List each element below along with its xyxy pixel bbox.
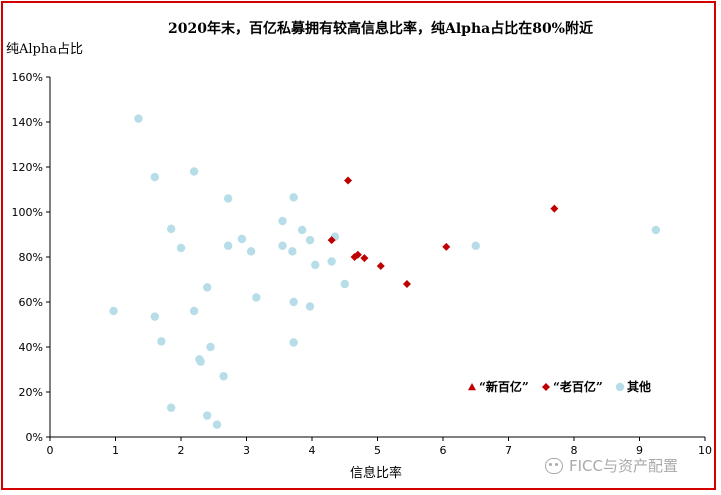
watermark: FICC与资产配置: [545, 455, 678, 476]
data-point: [289, 297, 298, 307]
legend-marker: [615, 382, 625, 392]
y-tick-label: 60%: [19, 296, 43, 309]
data-point: [344, 176, 353, 185]
data-point: [278, 241, 287, 250]
data-point: [176, 243, 186, 253]
data-point: [353, 250, 362, 259]
data-point: [223, 194, 233, 203]
chart-title: 2020年末，百亿私募拥有较高信息比率，纯Alpha占比在80%附近: [168, 21, 593, 37]
data-point: [305, 302, 315, 311]
y-tick-label: 0%: [26, 431, 43, 444]
data-point: [402, 280, 411, 288]
data-point: [327, 257, 336, 266]
data-point: [166, 224, 176, 234]
data-point: [219, 372, 228, 381]
x-tick-label: 7: [505, 444, 512, 457]
data-point: [376, 262, 385, 270]
legend-label: “新百亿”: [479, 379, 529, 394]
x-tick-label: 3: [243, 444, 250, 457]
data-point: [166, 403, 176, 412]
data-point: [471, 241, 480, 250]
x-tick-label: 1: [112, 444, 119, 457]
data-point: [223, 241, 233, 250]
data-point: [288, 247, 297, 256]
chart-frame: [1, 1, 716, 490]
data-point: [289, 338, 298, 347]
data-point: [311, 260, 320, 270]
data-point: [252, 293, 261, 302]
y-tick-label: 20%: [19, 386, 43, 399]
data-point: [289, 193, 298, 202]
wechat-icon: [545, 457, 563, 474]
x-axis-label: 信息比率: [350, 466, 403, 481]
data-point: [651, 225, 661, 235]
x-tick-label: 10: [698, 444, 712, 457]
y-tick-label: 120%: [12, 161, 43, 174]
data-point: [150, 312, 159, 321]
x-tick-label: 4: [309, 444, 316, 457]
data-points: [109, 114, 661, 429]
data-point: [340, 279, 349, 289]
axes: 0% 20% 40% 60% 80% 100% 120% 140% 160% 0 1 2 3 4 5 6 7 8 9…: [12, 71, 712, 457]
data-point: [189, 167, 199, 176]
x-tick-label: 5: [374, 444, 381, 457]
y-tick-label: 80%: [19, 251, 43, 264]
data-point: [189, 306, 199, 316]
data-point: [109, 306, 118, 316]
y-tick-label: 100%: [12, 206, 43, 219]
x-tick-label: 0: [47, 444, 54, 457]
x-tick-label: 9: [636, 444, 643, 457]
legend-marker: [542, 383, 550, 391]
watermark-text: FICC与资产配置: [569, 457, 678, 475]
legend-label: “老百亿”: [553, 379, 603, 394]
data-point: [360, 254, 369, 263]
data-point: [134, 114, 143, 123]
legend-marker: [468, 383, 476, 391]
data-point: [212, 420, 222, 429]
y-axis-label: 纯Alpha占比: [6, 42, 83, 57]
x-tick-label: 2: [178, 444, 185, 457]
data-point: [237, 234, 247, 244]
data-point: [327, 236, 336, 245]
data-point: [550, 204, 559, 213]
data-point: [196, 357, 205, 366]
data-point: [150, 172, 159, 182]
data-point: [305, 235, 315, 245]
data-point: [157, 337, 166, 346]
x-tick-label: 8: [571, 444, 578, 457]
legend-label: 其他: [627, 379, 651, 394]
data-point: [246, 247, 256, 256]
data-point: [203, 411, 212, 420]
y-tick-label: 140%: [12, 116, 43, 129]
y-tick-label: 160%: [12, 71, 43, 84]
data-point: [278, 216, 287, 226]
data-point: [297, 225, 307, 235]
legend: “新百亿” “老百亿” 其他: [468, 379, 651, 394]
data-point: [203, 283, 212, 292]
data-point: [442, 242, 451, 251]
x-tick-label: 6: [440, 444, 447, 457]
y-tick-label: 40%: [19, 341, 43, 354]
data-point: [206, 342, 215, 352]
